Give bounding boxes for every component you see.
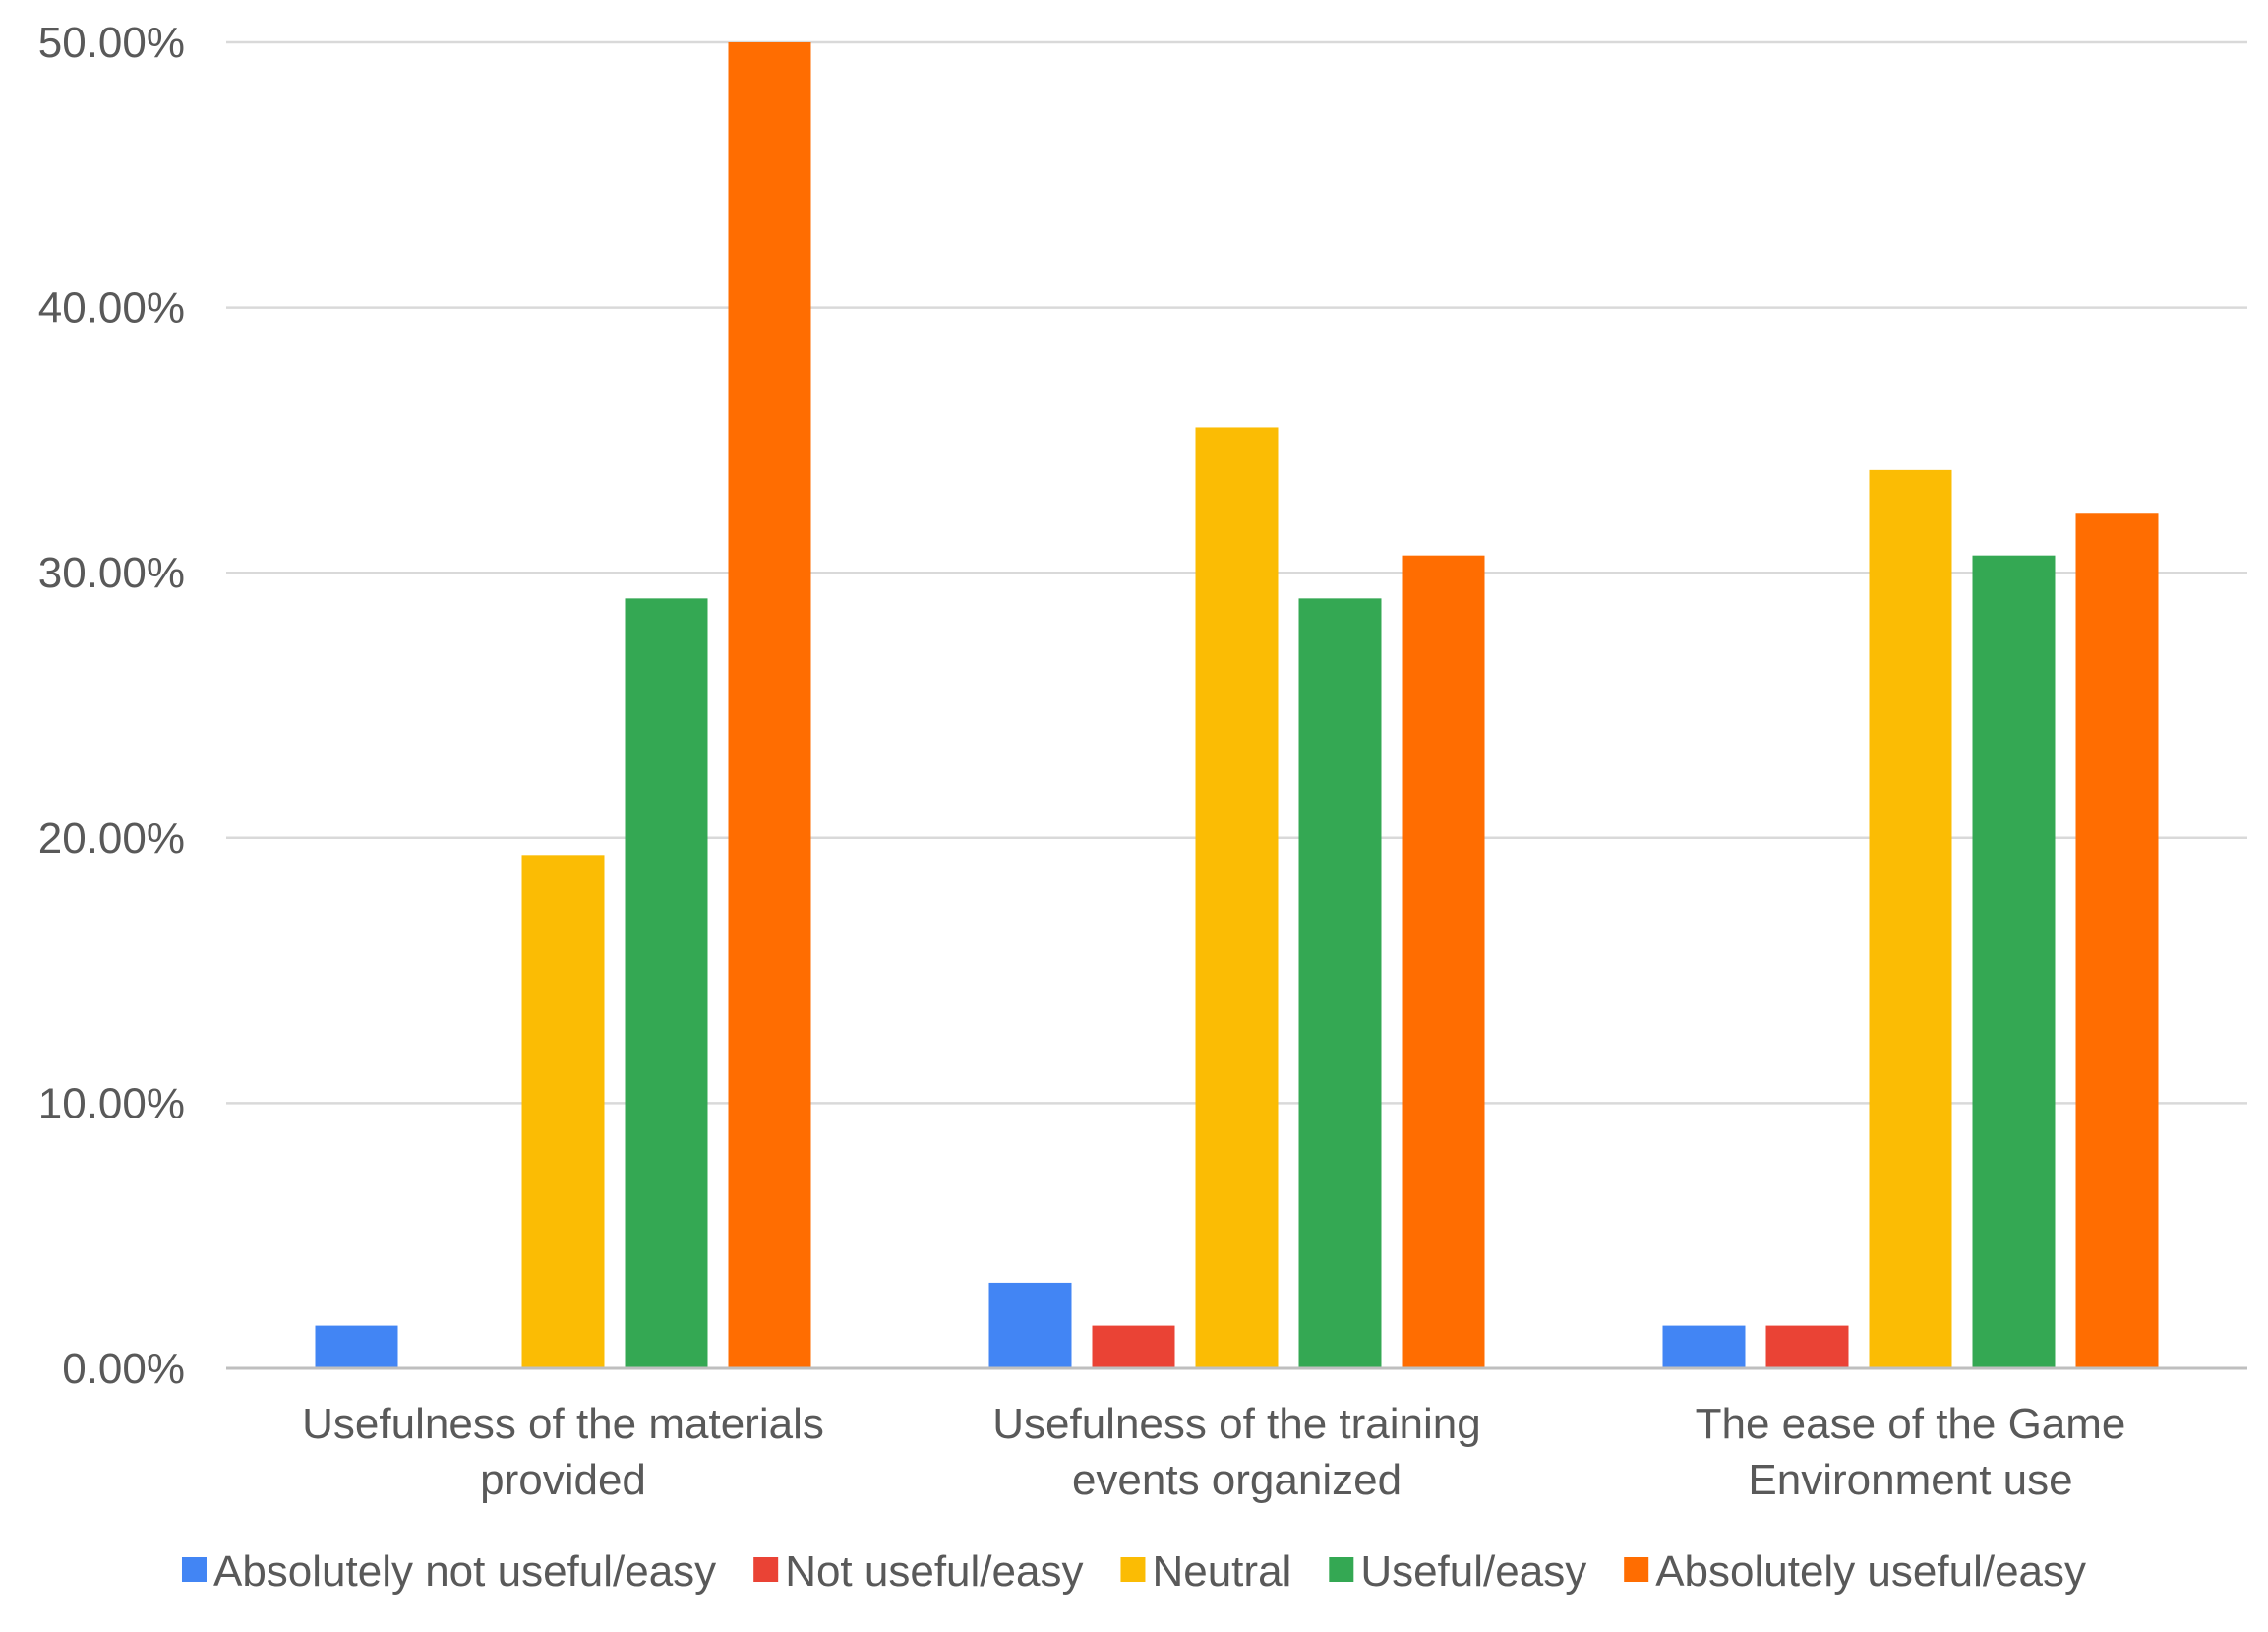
legend-item: Absolutely not useful/easy [181, 1547, 716, 1596]
category-label: Usefulness of the training [992, 1400, 1481, 1448]
bar-useful-easy-cat-1 [625, 598, 708, 1368]
y-tick-label: 20.00% [38, 815, 185, 863]
y-tick-label: 30.00% [38, 549, 185, 597]
bar-useful-easy-cat-3 [1972, 555, 2056, 1368]
legend-swatch [1329, 1557, 1354, 1582]
category-label: provided [480, 1456, 646, 1504]
bar-absolutely-not-useful-easy-cat-1 [315, 1325, 398, 1368]
legend-label: Useful/easy [1360, 1547, 1586, 1596]
y-tick-label: 50.00% [38, 19, 185, 67]
legend-label: Not useful/easy [785, 1547, 1083, 1596]
bar-absolutely-not-useful-easy-cat-3 [1662, 1325, 1746, 1368]
legend-swatch [1120, 1557, 1146, 1582]
bar-neutral-cat-2 [1195, 427, 1279, 1368]
bar-not-useful-easy-cat-2 [1092, 1325, 1175, 1368]
y-tick-label: 10.00% [38, 1079, 185, 1127]
y-tick-label: 40.00% [38, 284, 185, 332]
category-label: events organized [1072, 1456, 1402, 1504]
bar-absolutely-useful-easy-cat-1 [728, 42, 811, 1368]
bar-absolutely-useful-easy-cat-2 [1402, 555, 1485, 1368]
legend-swatch [753, 1557, 779, 1582]
legend-swatch [1624, 1557, 1649, 1582]
bar-useful-easy-cat-2 [1298, 598, 1382, 1368]
legend-label: Absolutely not useful/easy [213, 1547, 716, 1596]
bar-neutral-cat-1 [521, 855, 605, 1368]
legend-item: Neutral [1120, 1547, 1291, 1596]
legend-label: Neutral [1152, 1547, 1291, 1596]
y-axis-ticks: 0.00% 10.00% 20.00% 30.00% 40.00% 50.00% [38, 19, 185, 1393]
category-label: The ease of the Game [1696, 1400, 2126, 1448]
legend-label: Absolutely useful/easy [1655, 1547, 2086, 1596]
bars [315, 42, 2159, 1368]
legend-item: Absolutely useful/easy [1624, 1547, 2086, 1596]
bar-neutral-cat-3 [1869, 469, 1952, 1368]
legend-swatch [181, 1557, 207, 1582]
bar-absolutely-useful-easy-cat-3 [2075, 513, 2159, 1368]
bar-absolutely-not-useful-easy-cat-2 [988, 1282, 1072, 1368]
x-axis-categories: Usefulness of the materials provided Usefu… [302, 1400, 2125, 1504]
legend-item: Not useful/easy [753, 1547, 1083, 1596]
legend-item: Useful/easy [1329, 1547, 1586, 1596]
category-label: Usefulness of the materials [302, 1400, 824, 1448]
legend: Absolutely not useful/easy Not useful/eas… [181, 1547, 2086, 1596]
bar-not-useful-easy-cat-3 [1765, 1325, 1849, 1368]
category-label: Environment use [1748, 1456, 2072, 1504]
y-tick-label: 0.00% [62, 1345, 185, 1393]
